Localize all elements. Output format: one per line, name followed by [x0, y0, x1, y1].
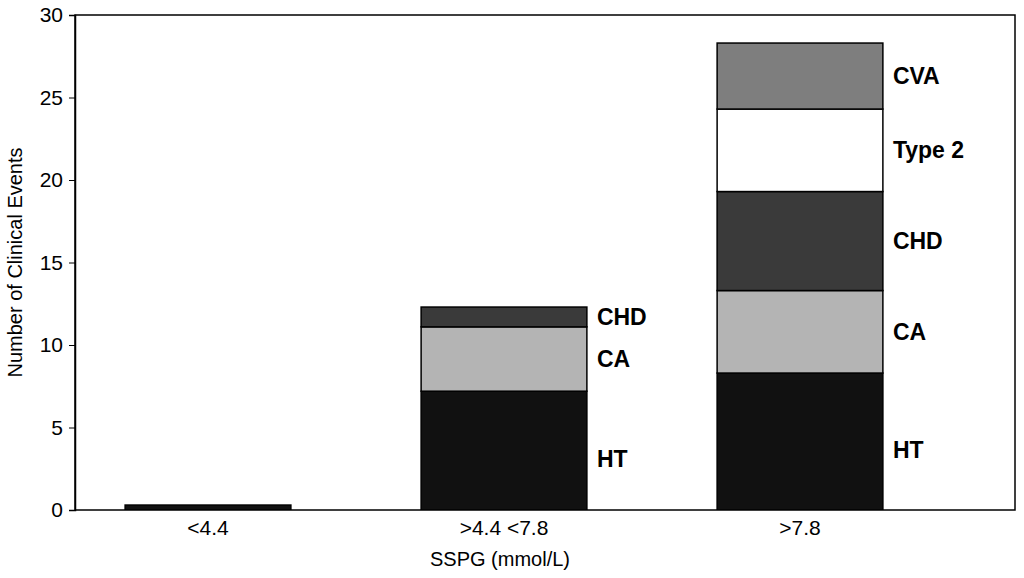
chart: HT HT CA CA CHD CHD Type 2 CVA 0 5 10 15 20 25 30 <4.4 >… [0, 0, 1024, 578]
y-tick-label: 20 [40, 168, 63, 191]
segment-label: HT [597, 446, 628, 472]
y-tick-mark [69, 263, 75, 264]
bar-segment [421, 391, 587, 510]
x-axis-title: SSPG (mmol/L) [430, 548, 570, 570]
y-tick-label: 15 [40, 251, 63, 274]
x-axis: <4.4 >4.4 <7.8 >7.8 [187, 510, 820, 539]
bar-segment [125, 505, 291, 510]
y-tick: 30 [40, 3, 75, 26]
x-tick: >4.4 <7.8 [460, 510, 549, 539]
bar-segment [125, 504, 291, 506]
y-tick-mark [69, 15, 75, 16]
x-tick-label: >7.8 [779, 516, 820, 539]
bar-segment [717, 43, 883, 109]
bar-segment [717, 291, 883, 374]
y-tick-mark [69, 345, 75, 346]
segment-label: CHD [597, 304, 647, 330]
y-tick-mark [69, 510, 75, 511]
y-tick-label: 5 [51, 416, 63, 439]
x-tick-label: <4.4 [187, 516, 229, 539]
segment-label: HT [893, 437, 924, 463]
y-axis-title: Number of Clinical Events [4, 147, 26, 377]
bar-segment [125, 504, 291, 506]
y-tick-label: 25 [40, 86, 63, 109]
bar-segment [421, 307, 587, 327]
y-tick-mark [69, 428, 75, 429]
y-tick-label: 10 [40, 333, 63, 356]
y-tick-mark [69, 180, 75, 181]
y-tick: 20 [40, 168, 75, 191]
x-tick: >7.8 [779, 510, 820, 539]
segment-label: CVA [893, 63, 940, 89]
segment-label: CA [597, 346, 630, 372]
y-tick: 25 [40, 86, 75, 109]
segment-label: CHD [893, 228, 943, 254]
bar-segment [421, 306, 587, 308]
bar-segment [421, 327, 587, 391]
x-tick-label: >4.4 <7.8 [460, 516, 549, 539]
y-tick: 0 [51, 498, 75, 521]
y-tick: 15 [40, 251, 75, 274]
bar-segment [125, 504, 291, 506]
y-tick-mark [69, 98, 75, 99]
segment-labels: HT HT CA CA CHD CHD Type 2 CVA [597, 63, 964, 472]
bar-segment [717, 373, 883, 510]
y-tick: 10 [40, 333, 75, 356]
bar-segment [125, 504, 291, 506]
bar-segment [421, 306, 587, 308]
bar-segment [717, 192, 883, 291]
segment-label: Type 2 [893, 137, 964, 163]
segment-label: CA [893, 319, 926, 345]
y-tick-label: 0 [51, 498, 63, 521]
bars [125, 43, 883, 510]
y-axis-line [69, 16, 76, 511]
bar-segment [717, 109, 883, 192]
plot-frame [75, 15, 1015, 510]
y-tick-label: 30 [40, 3, 63, 26]
y-tick: 5 [51, 416, 75, 439]
y-axis: 0 5 10 15 20 25 30 [40, 3, 76, 521]
x-tick: <4.4 [187, 510, 229, 539]
